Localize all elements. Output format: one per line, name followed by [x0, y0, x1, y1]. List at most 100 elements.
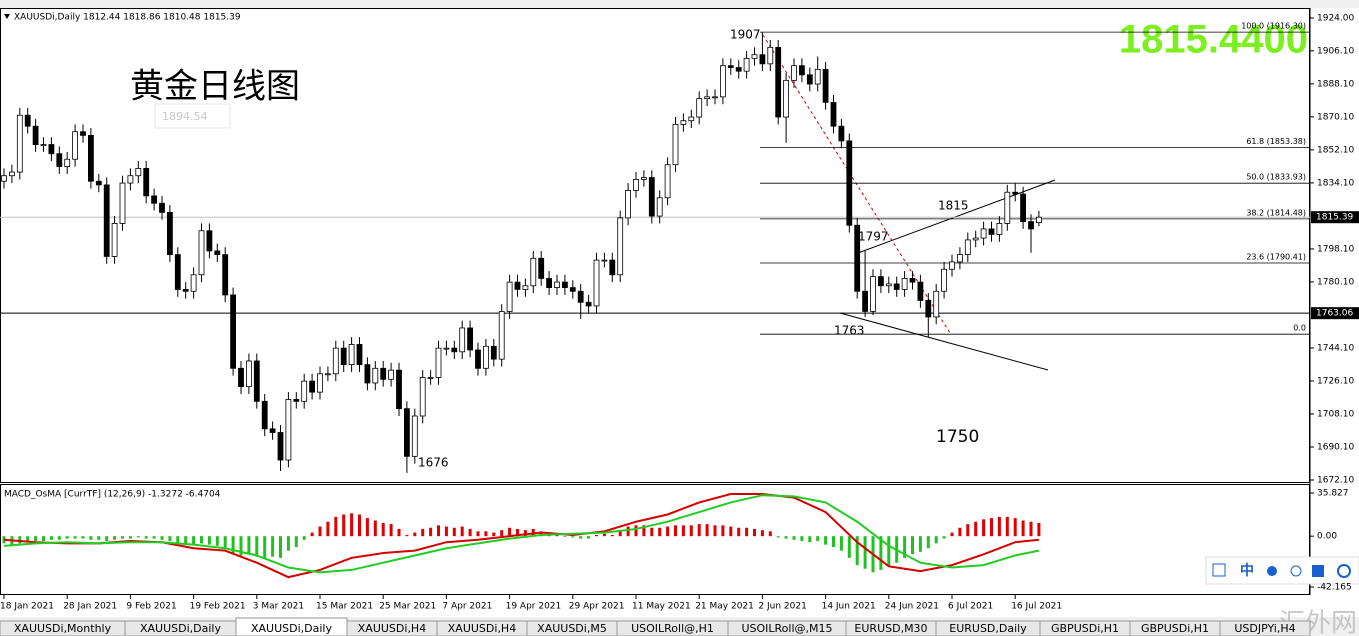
x-tick-label: 9 Feb 2021 [126, 602, 176, 612]
tab-label[interactable]: XAUUSDi,Monthly [14, 622, 112, 635]
candle-body [767, 46, 774, 65]
osma-bar [405, 534, 409, 537]
candle-body [388, 369, 395, 380]
candle-body [885, 283, 892, 287]
osma-bar [650, 527, 654, 537]
osma-bar [97, 536, 101, 540]
menu-arrow[interactable] [4, 14, 10, 19]
osma-bar [286, 536, 290, 551]
osma-bar [760, 530, 764, 537]
tab-label[interactable]: XAUUSDi,M5 [537, 622, 607, 635]
osma-bar [207, 536, 211, 545]
last-price-label: 1815.39 [1316, 213, 1353, 223]
osma-bar [73, 536, 77, 539]
osma-bar [832, 536, 835, 548]
fib-label: 38.2 (1814.48) [1246, 208, 1306, 217]
price-annotation: 1797 [858, 230, 889, 244]
candle-body [56, 153, 63, 167]
macd-label: MACD_OsMA [CurrTF] (12,26,9) -1.3272 -6.… [4, 490, 221, 500]
fib-label: 0.0 [1293, 324, 1306, 333]
macd-line [3, 492, 1040, 579]
tab-label[interactable]: EURUSD,Daily [949, 622, 1027, 635]
tab[interactable] [1219, 620, 1311, 636]
osma-bar [571, 536, 575, 538]
osma-bar [990, 518, 993, 537]
candle-body [435, 347, 442, 378]
candle-body [838, 125, 845, 142]
x-tick-label: 3 Mar 2021 [253, 602, 304, 612]
tab-label[interactable]: EURUSD,M30 [854, 622, 927, 635]
fib-label: 23.6 (1790.41) [1246, 253, 1306, 262]
x-tick-label: 19 Feb 2021 [190, 602, 246, 612]
osma-bar [318, 526, 322, 537]
candle-body [372, 367, 379, 384]
candle-body [680, 120, 687, 125]
y-tick-label: 1690.10 [1317, 442, 1354, 452]
fib-label: 61.8 (1853.38) [1246, 137, 1306, 146]
old-price-box [154, 103, 231, 129]
tab-label[interactable]: USDJPYi,H4 [1234, 622, 1295, 635]
candle-body [174, 254, 181, 290]
tool-language[interactable]: 中 [1240, 562, 1254, 579]
candle-body [309, 380, 316, 393]
candle-body [664, 164, 671, 199]
osma-bar [460, 526, 464, 537]
y-tick-label: 1798.10 [1317, 244, 1354, 254]
tool-panel [1205, 556, 1359, 585]
candle-body [720, 65, 726, 98]
tab-label[interactable]: GBPUSDi,H1 [1051, 622, 1119, 635]
y-tick-label: 1672.10 [1317, 476, 1354, 486]
tab-label[interactable]: USOILRoll@,H1 [631, 622, 714, 635]
tool-icon[interactable] [1312, 565, 1324, 577]
osma-bar [776, 536, 780, 538]
osma-bar [231, 536, 235, 554]
candle-body [846, 140, 853, 226]
candle-body [119, 182, 126, 224]
y-tick-label: 0.00 [1317, 532, 1337, 542]
candle-body [806, 74, 813, 85]
candle-body [751, 54, 758, 59]
tool-icon[interactable] [1290, 565, 1302, 577]
candle-body [16, 114, 23, 173]
candle-body [1012, 191, 1019, 195]
candle-body [127, 175, 134, 184]
candle-body [925, 300, 932, 318]
candle-body [364, 364, 371, 384]
y-tick-label: 1744.10 [1317, 343, 1354, 353]
osma-bar [2, 536, 6, 544]
candle-body [822, 68, 829, 103]
osma-bar [911, 536, 914, 555]
x-tick-label: 2 Jun 2021 [758, 602, 806, 612]
tab-label[interactable]: USOILRoll@,M15 [741, 622, 832, 635]
candle-body [135, 167, 142, 177]
y-tick-label: 1726.10 [1317, 376, 1354, 386]
tool-icon[interactable] [1337, 564, 1351, 578]
osma-bar [1029, 521, 1033, 537]
candle-body [633, 178, 639, 191]
tool-icon[interactable] [1212, 563, 1226, 577]
tab-label[interactable]: XAUUSDi,H4 [448, 622, 516, 635]
osma-bar [271, 536, 275, 557]
candle-body [88, 134, 94, 182]
tool-icon[interactable] [1267, 566, 1277, 576]
osma-bar [855, 536, 859, 566]
candle-body [151, 195, 158, 204]
candle-body [348, 344, 355, 366]
osma-bar [563, 536, 567, 537]
candle-body [506, 281, 513, 312]
candle-body [1020, 193, 1026, 222]
candle-body [166, 212, 173, 255]
candle-body [285, 399, 292, 461]
tab-label[interactable]: XAUUSDi,H4 [358, 622, 426, 635]
candle-body [617, 217, 624, 276]
candle-body [198, 230, 205, 276]
candle-body [704, 96, 710, 100]
tab-label[interactable]: XAUUSDi,Daily [140, 622, 221, 635]
tab-label[interactable]: XAUUSDi,Daily [251, 622, 332, 635]
osma-bar [152, 536, 156, 539]
macd-line [3, 494, 1040, 574]
x-tick-label: 15 Mar 2021 [316, 602, 373, 612]
tab-label[interactable]: GBPUSDi,H1 [1141, 622, 1209, 635]
candle-body [957, 254, 963, 263]
